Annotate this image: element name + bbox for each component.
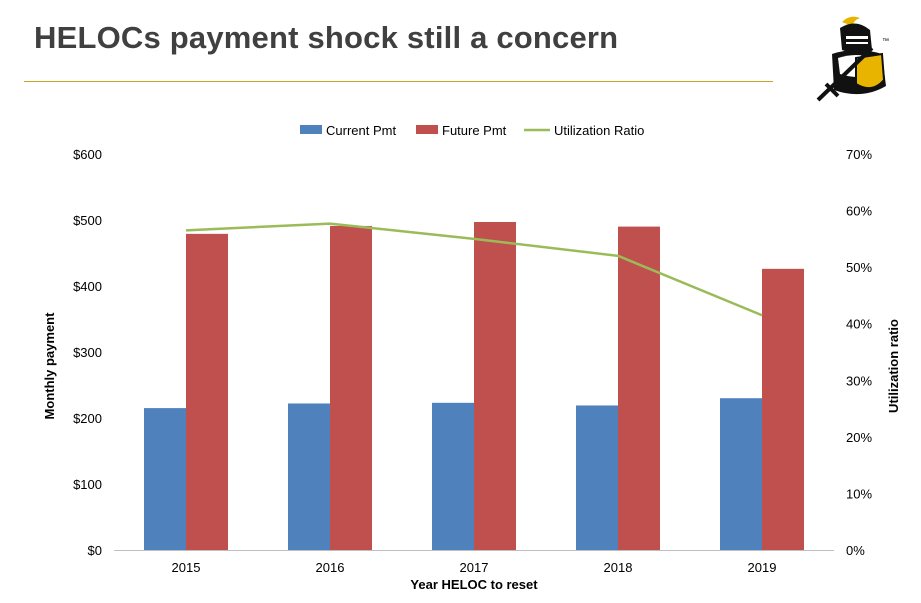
y-axis-label: Monthly payment <box>42 312 57 420</box>
x-tick-label: 2015 <box>172 560 201 575</box>
bar-future-pmt-2017 <box>474 221 516 551</box>
x-tick-label: 2018 <box>604 560 633 575</box>
x-tick-label: 2017 <box>460 560 489 575</box>
y2-tick-label: 40% <box>846 317 872 332</box>
chart-legend: Current Pmt Future Pmt Utilization Ratio <box>300 123 644 138</box>
bar-future-pmt-2019 <box>762 268 804 550</box>
y-tick-label: $100 <box>73 477 102 492</box>
bar-current-pmt-2015 <box>144 408 186 550</box>
y-tick-label: $600 <box>73 147 102 162</box>
legend-swatch <box>416 125 438 134</box>
y2-tick-label: 70% <box>846 147 872 162</box>
y2-tick-label: 30% <box>846 373 872 388</box>
y-tick-label: $400 <box>73 279 102 294</box>
bar-future-pmt-2018 <box>618 226 660 550</box>
title-divider <box>24 81 773 82</box>
y-axis-right: 0% 10% 20% 30% 40% 50% 60% 70% <box>846 147 872 558</box>
x-axis: 2015 2016 2017 2018 2019 <box>114 550 834 575</box>
y-tick-label: $0 <box>88 543 102 558</box>
y-tick-label: $300 <box>73 345 102 360</box>
y2-axis-label: Utilization ratio <box>886 319 901 413</box>
y2-tick-label: 20% <box>846 430 872 445</box>
bar-future-pmt-2015 <box>186 233 228 551</box>
legend-swatch <box>300 125 322 134</box>
y2-tick-label: 0% <box>846 543 865 558</box>
y-axis-left: $0 $100 $200 $300 $400 $500 $600 <box>73 147 102 558</box>
bars-group <box>144 221 804 551</box>
utilization-ratio-line <box>185 222 763 317</box>
trademark-mark: ™ <box>882 38 889 45</box>
bar-current-pmt-2017 <box>432 402 474 550</box>
y2-tick-label: 60% <box>846 204 872 219</box>
bar-current-pmt-2019 <box>720 398 762 550</box>
y-tick-label: $500 <box>73 213 102 228</box>
knight-logo-icon <box>816 16 886 102</box>
y2-tick-label: 50% <box>846 260 872 275</box>
legend-label: Future Pmt <box>442 123 507 138</box>
bar-future-pmt-2016 <box>330 225 372 550</box>
x-axis-label: Year HELOC to reset <box>410 577 538 592</box>
legend-label: Utilization Ratio <box>554 123 644 138</box>
legend-label: Current Pmt <box>326 123 396 138</box>
y2-tick-label: 10% <box>846 486 872 501</box>
utilization-line-group <box>185 222 763 317</box>
bar-current-pmt-2016 <box>288 403 330 550</box>
bar-current-pmt-2018 <box>576 405 618 550</box>
x-tick-label: 2016 <box>316 560 345 575</box>
page-title: HELOCs payment shock still a concern <box>34 20 619 55</box>
y-tick-label: $200 <box>73 411 102 426</box>
x-tick-label: 2019 <box>748 560 777 575</box>
